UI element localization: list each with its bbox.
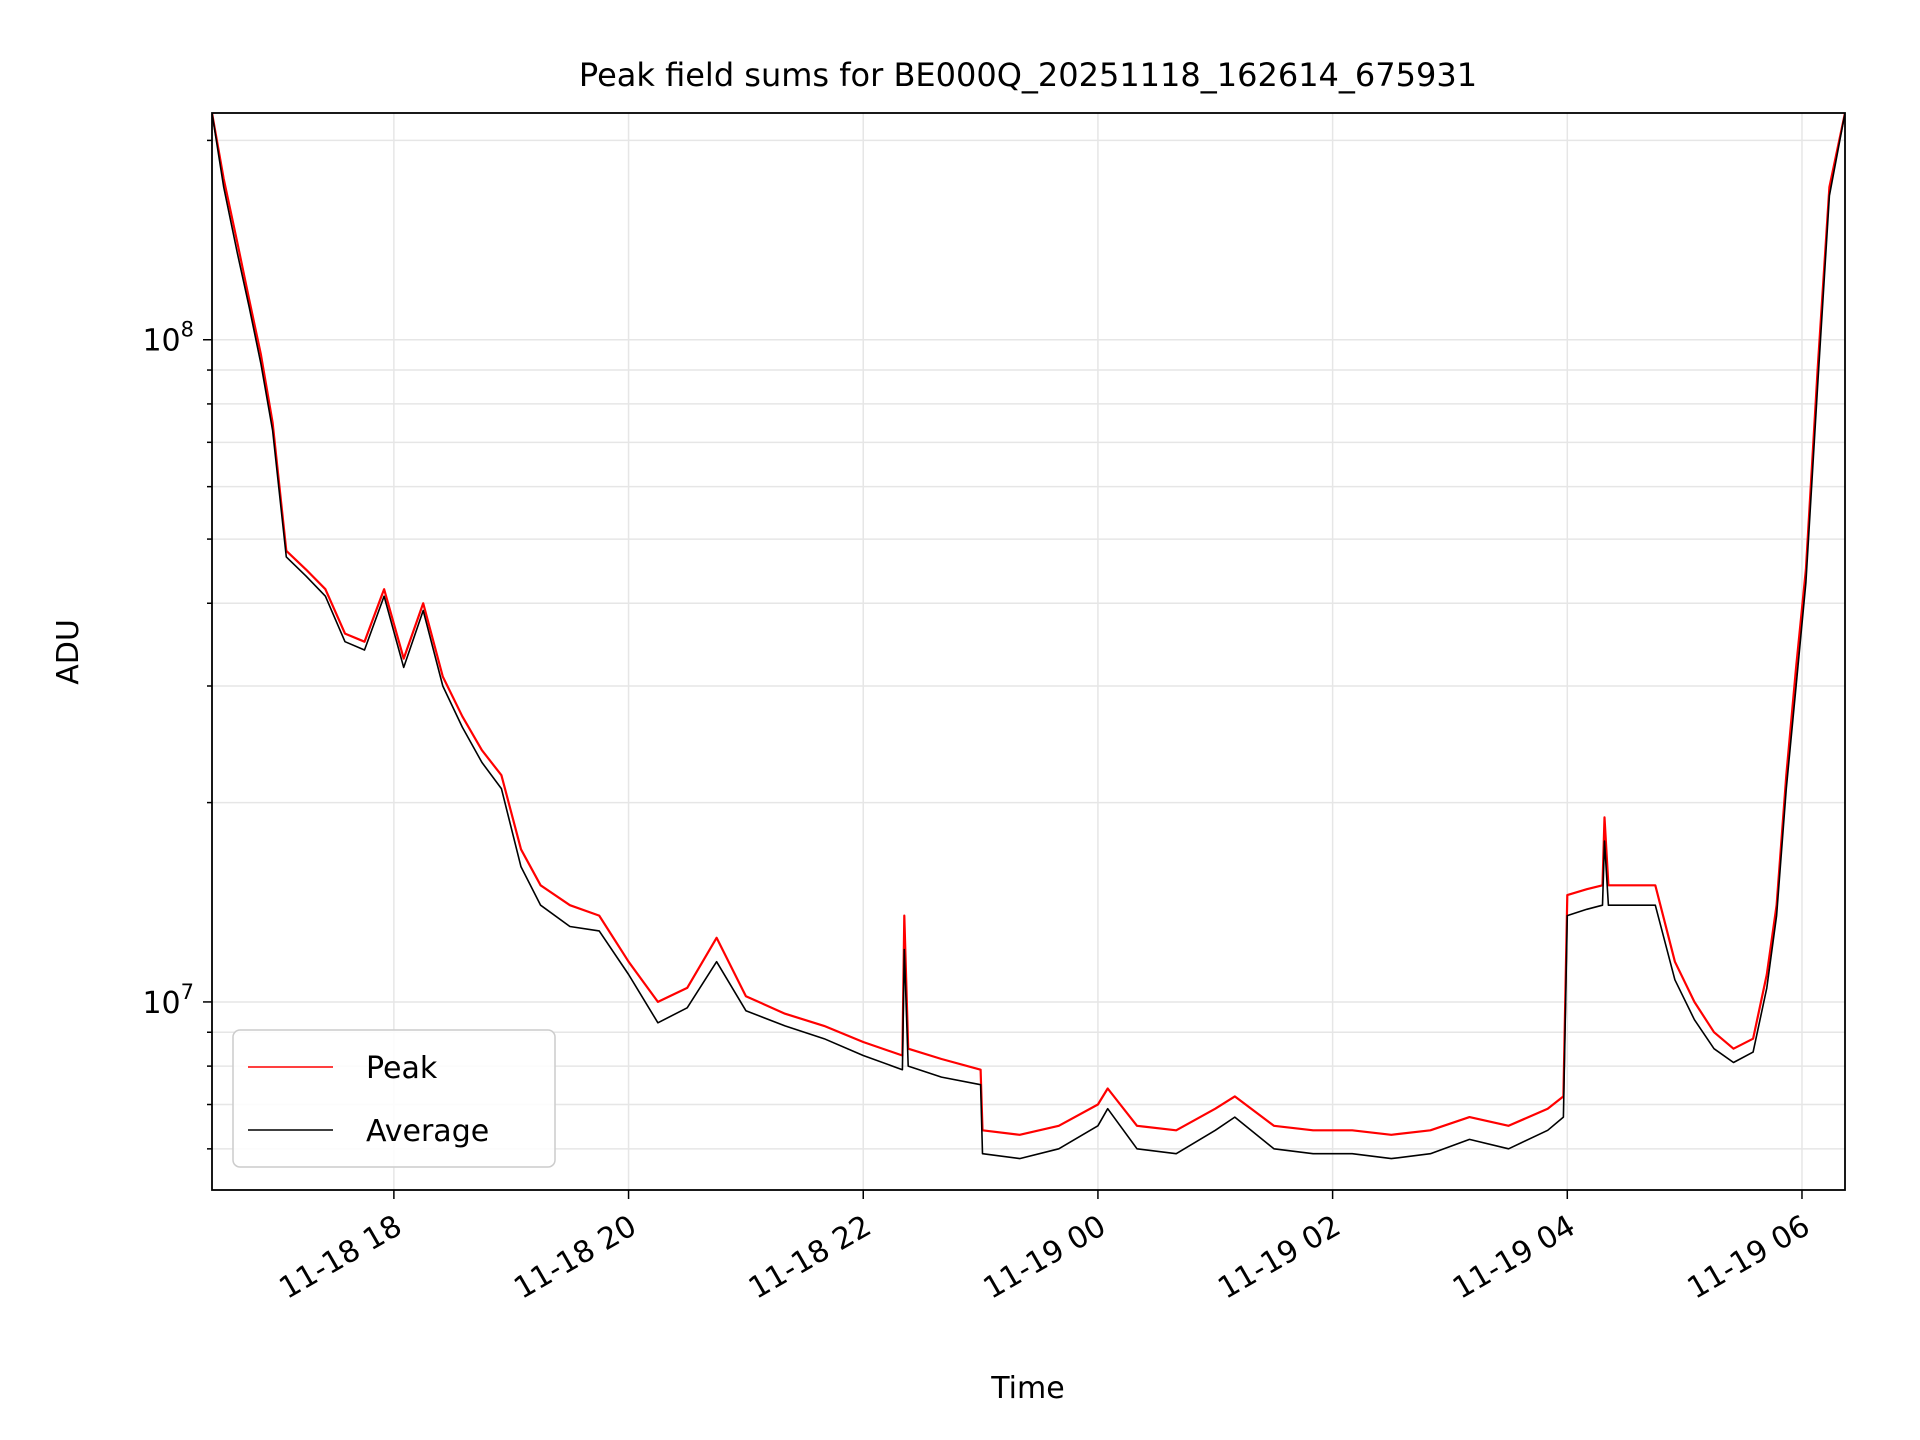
legend-label-peak: Peak	[366, 1051, 438, 1086]
legend-box	[232, 1029, 556, 1168]
y-axis: 107 108	[142, 139, 212, 1150]
legend-label-average: Average	[366, 1114, 489, 1149]
series-layer	[212, 113, 1845, 1160]
plot-frame	[211, 112, 1846, 1191]
grid	[212, 113, 1845, 1190]
y-axis-label: ADU	[51, 619, 86, 685]
legend: Peak Average	[232, 1029, 556, 1168]
series-line-peak	[212, 113, 1845, 1136]
chart-title: Peak field sums for BE000Q_20251118_1626…	[579, 56, 1477, 94]
x-axis-label: Time	[990, 1371, 1064, 1406]
y-tick-label: 108	[142, 318, 194, 359]
y-tick-label: 107	[142, 980, 194, 1021]
series-line-average	[212, 113, 1845, 1160]
